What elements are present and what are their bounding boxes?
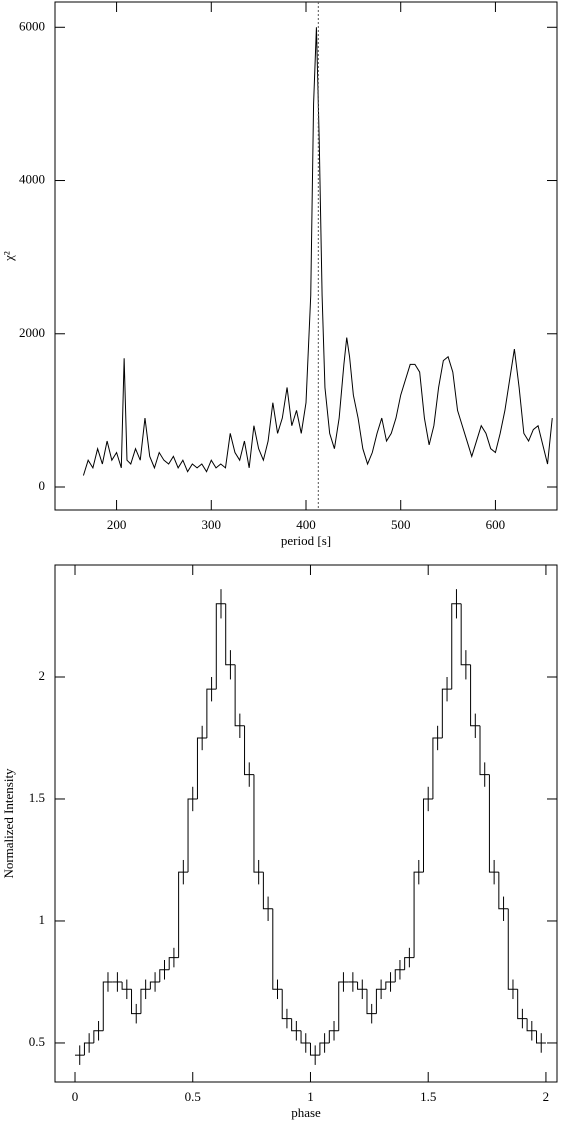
histogram-step — [159, 969, 170, 982]
histogram-step — [131, 989, 141, 1015]
histogram-step — [488, 774, 499, 873]
x-tick-label: 300 — [202, 517, 222, 532]
histogram-step — [517, 989, 528, 1020]
x-tick-label: 500 — [391, 517, 411, 532]
histogram-step — [507, 908, 518, 990]
x-tick-label: 2 — [543, 1089, 550, 1104]
histogram-step — [470, 664, 481, 727]
y-tick-label: 1.5 — [29, 790, 45, 805]
y-tick-label: 1 — [39, 912, 46, 927]
x-axis-label: phase — [291, 1105, 321, 1120]
y-axis-label: Normalized Intensity — [1, 768, 16, 879]
histogram-step — [225, 603, 236, 666]
histogram-step — [281, 989, 292, 1020]
x-axis-label: period [s] — [281, 533, 331, 548]
y-axis-label: χ² — [1, 251, 16, 262]
histogram-step — [253, 774, 264, 873]
histogram-step — [300, 1030, 311, 1044]
histogram-step — [140, 988, 151, 1014]
x-tick-label: 1 — [307, 1089, 314, 1104]
histogram-step — [357, 981, 367, 990]
histogram-step — [422, 798, 433, 873]
histogram-step — [451, 603, 462, 690]
histogram-step — [385, 981, 396, 990]
histogram-step — [394, 969, 405, 982]
y-tick-label: 4000 — [19, 172, 45, 187]
histogram-step — [149, 981, 160, 990]
plot-frame — [54, 1, 558, 511]
histogram-step — [498, 872, 509, 910]
histogram-step — [328, 1030, 339, 1043]
histogram-step — [432, 737, 443, 799]
x-tick-label: 1.5 — [420, 1089, 436, 1104]
y-tick-label: 2 — [39, 668, 46, 683]
x-tick-label: 600 — [486, 517, 506, 532]
histogram-step — [93, 1030, 104, 1043]
histogram-step — [102, 981, 113, 1031]
histogram-step — [262, 872, 273, 910]
histogram-step — [375, 988, 386, 1014]
histogram-step — [536, 1030, 546, 1044]
y-tick-label: 0.5 — [29, 1034, 45, 1049]
x-tick-label: 0.5 — [185, 1089, 201, 1104]
histogram-step — [404, 957, 415, 970]
y-tick-label: 6000 — [19, 18, 45, 33]
histogram-step — [291, 1018, 302, 1032]
histogram-step — [187, 798, 198, 873]
x-tick-label: 200 — [107, 517, 127, 532]
y-tick-label: 2000 — [19, 325, 45, 340]
plot-frame — [54, 564, 558, 1083]
histogram-step — [460, 603, 471, 666]
histogram-step — [272, 908, 283, 990]
histogram-step — [83, 1042, 94, 1056]
histogram-step — [234, 664, 245, 727]
histogram-step — [121, 981, 132, 990]
histogram-step — [196, 737, 207, 799]
histogram-step — [526, 1018, 537, 1032]
histogram-step — [215, 603, 226, 690]
histogram-step — [413, 871, 424, 958]
histogram-step — [338, 981, 349, 1031]
histogram-step — [319, 1042, 330, 1056]
y-tick-label: 0 — [39, 478, 46, 493]
histogram-step — [244, 725, 254, 776]
histogram-step — [366, 989, 377, 1015]
x-tick-label: 400 — [296, 517, 316, 532]
histogram-step — [441, 688, 452, 738]
histogram-step — [178, 871, 189, 958]
histogram-step — [206, 688, 217, 738]
x-tick-label: 0 — [72, 1089, 79, 1104]
histogram-step — [309, 1042, 320, 1056]
histogram-step — [168, 957, 179, 970]
data-line — [82, 27, 553, 476]
histogram-step — [479, 725, 490, 776]
